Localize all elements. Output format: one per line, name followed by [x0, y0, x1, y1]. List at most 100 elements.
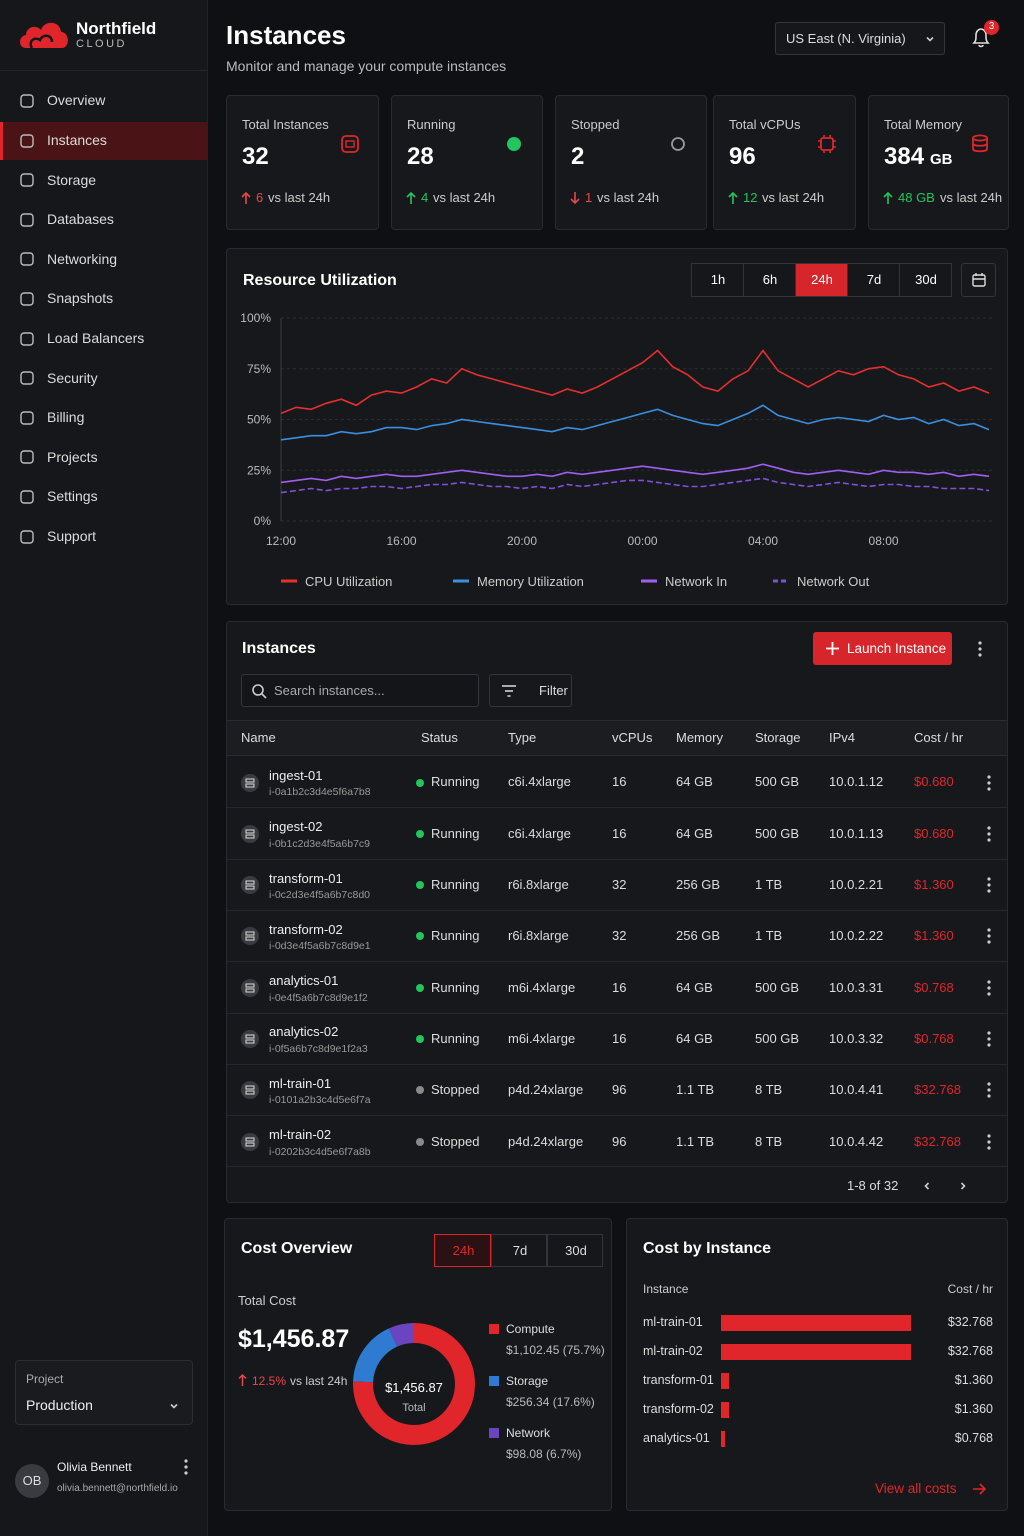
icon	[826, 642, 839, 655]
launch-button[interactable]: Launch Instance	[813, 632, 952, 665]
project-value: Production	[26, 1397, 93, 1414]
cell-cost: $32.768	[914, 1133, 961, 1149]
stat-value: 28	[407, 143, 434, 171]
range-label: 24h	[452, 1242, 475, 1258]
nav-label: Billing	[47, 409, 85, 426]
range-button[interactable]: 1h	[691, 263, 744, 297]
range-button[interactable]: 30d	[547, 1234, 603, 1267]
icon-part	[245, 931, 255, 936]
icon	[20, 94, 34, 108]
nav-item[interactable]: Overview	[0, 82, 208, 120]
icon-part	[978, 44, 984, 48]
nav-item[interactable]: Projects	[0, 438, 208, 476]
cell-cost: $0.768	[914, 979, 954, 995]
cell-cost: $32.768	[914, 1082, 961, 1098]
calendar-button[interactable]	[961, 263, 996, 297]
cell-vcpus: 32	[612, 928, 627, 944]
region-label: US East (N. Virginia)	[786, 30, 906, 46]
nav-label: Databases	[47, 211, 114, 228]
filter-button[interactable]: Filter	[489, 674, 572, 707]
row-divider	[227, 1063, 1007, 1065]
cell-type: c6i.4xlarge	[508, 774, 571, 790]
nav-item[interactable]: Load Balancers	[0, 320, 208, 358]
row-divider	[227, 807, 1007, 809]
nav-item[interactable]: Instances	[0, 122, 208, 160]
cell-vcpus: 16	[612, 1030, 627, 1046]
card: Resource Utilization 1h 6h 24h 7d 30d 0% 25% 50%…	[226, 248, 1008, 605]
icon	[507, 137, 521, 151]
instance-name: ml-train-01	[269, 1075, 332, 1091]
series-line	[280, 463, 990, 484]
nav-item[interactable]: Support	[0, 518, 208, 556]
icon	[20, 411, 34, 425]
nav-item[interactable]: Billing	[0, 399, 208, 437]
icon-part	[987, 1139, 991, 1144]
legend-swatch	[489, 1324, 499, 1334]
icon-part	[29, 34, 54, 49]
project-select[interactable]: Project Production	[15, 1360, 193, 1425]
bar	[721, 1373, 729, 1389]
icon	[987, 1031, 991, 1047]
instance-status: Running	[431, 928, 480, 944]
icon	[20, 331, 34, 346]
row-divider	[227, 858, 1007, 860]
icon-part	[987, 928, 991, 932]
nav-item[interactable]: Storage	[0, 161, 208, 199]
nav-item[interactable]: Settings	[0, 478, 208, 516]
legend-label: Network In	[665, 574, 727, 589]
cell-cost: $1.360	[914, 928, 954, 944]
region-select[interactable]: US East (N. Virginia)	[775, 22, 945, 55]
icon-part	[987, 889, 991, 893]
icon	[924, 1182, 930, 1190]
bar-value: $32.768	[947, 1315, 993, 1330]
page-subtitle: Monitor and manage your compute instance…	[226, 58, 507, 75]
icon-part	[987, 1043, 991, 1047]
stat-note: vs last 24h	[762, 189, 825, 205]
icon-part	[245, 1090, 255, 1095]
icon-part	[972, 138, 988, 153]
cell-storage: 500 GB	[755, 774, 800, 790]
legend-name: Compute	[506, 1321, 555, 1336]
range-button[interactable]: 24h	[434, 1234, 491, 1267]
range-button[interactable]: 7d	[491, 1234, 547, 1267]
range-button[interactable]: 6h	[743, 263, 796, 297]
y-tick-label: 0%	[254, 514, 272, 528]
range-button[interactable]: 30d	[899, 263, 952, 297]
cell-memory: 256 GB	[676, 877, 721, 893]
col-instance: Instance	[643, 1281, 689, 1296]
icon-part	[20, 133, 34, 148]
bar-value: $32.768	[947, 1344, 993, 1359]
icon	[987, 980, 991, 996]
icon	[987, 774, 991, 791]
cell-vcpus: 16	[612, 979, 627, 995]
icon-part	[570, 192, 580, 205]
cell-storage: 8 TB	[755, 1133, 783, 1149]
y-tick-label: 25%	[247, 463, 271, 477]
nav-active	[0, 121, 208, 160]
nav-item[interactable]: Snapshots	[0, 280, 208, 318]
view-all-link[interactable]: View all costs	[875, 1480, 957, 1496]
instance-name: analytics-01	[269, 973, 339, 989]
range-label: 24h	[811, 271, 833, 287]
range-button[interactable]: 7d	[847, 263, 900, 297]
column-header: Memory	[676, 729, 723, 745]
nav-item[interactable]: Security	[0, 359, 208, 397]
stat-label: Total vCPUs	[729, 116, 801, 132]
icon	[987, 877, 991, 893]
icon-part	[245, 1085, 255, 1090]
status-dot	[416, 829, 424, 838]
nav-item[interactable]: Networking	[0, 240, 208, 278]
bar	[721, 1315, 911, 1331]
icon-part	[20, 213, 34, 227]
stat-value: 96	[729, 143, 756, 171]
range-label: 7d	[866, 271, 882, 287]
instance-status: Running	[431, 825, 480, 841]
bar-value: $0.768	[954, 1431, 993, 1446]
card: Total Memory 384 GB 48 GB vs last 24h	[868, 95, 1009, 230]
range-button[interactable]: 24h	[795, 263, 848, 297]
cell-memory: 64 GB	[676, 1030, 713, 1046]
search-input[interactable]: Search instances...	[241, 674, 479, 707]
nav-item[interactable]: Databases	[0, 201, 208, 239]
icon-part	[507, 137, 521, 151]
